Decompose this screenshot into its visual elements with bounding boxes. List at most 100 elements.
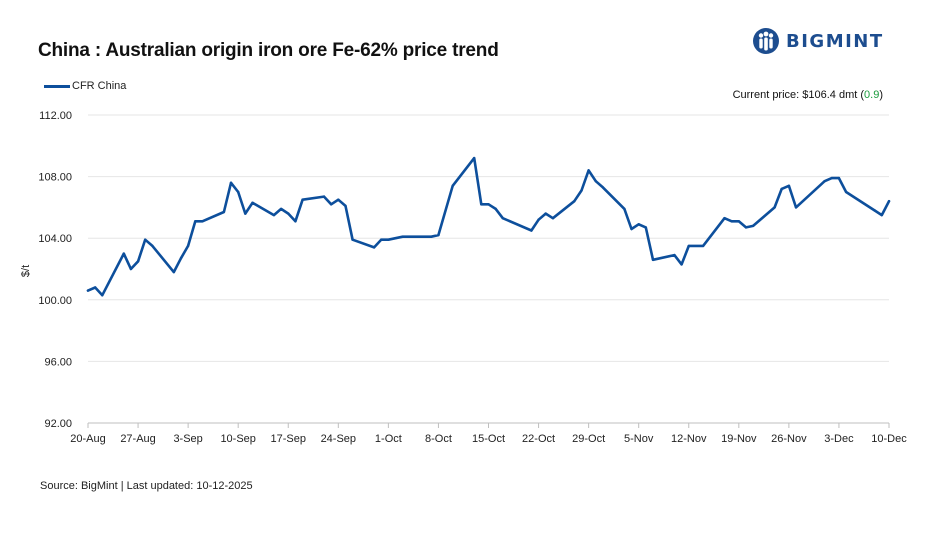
x-tick-label: 3-Dec <box>824 433 854 445</box>
data-point <box>129 267 133 271</box>
data-point <box>580 189 583 192</box>
data-point <box>473 156 476 160</box>
data-point <box>780 187 783 191</box>
data-point <box>222 210 226 214</box>
data-point <box>644 226 647 229</box>
data-point <box>880 213 883 217</box>
source-note: Source: BigMint | Last updated: 10-12-20… <box>40 480 253 492</box>
data-point <box>601 186 605 189</box>
data-point <box>594 180 597 183</box>
data-point <box>730 220 733 223</box>
data-point <box>773 206 776 209</box>
data-point <box>544 212 547 215</box>
data-point <box>294 220 297 223</box>
data-point <box>844 190 848 194</box>
x-tick-label: 12-Nov <box>671 433 707 445</box>
data-point <box>144 238 147 241</box>
logo-wordmark: BIGMINT <box>786 30 884 52</box>
data-point <box>737 220 740 223</box>
current-price-readout: Current price: $106.4 dmt (0.9) <box>733 89 883 101</box>
data-point <box>480 203 483 206</box>
data-point <box>680 263 683 266</box>
brand-logo: BIGMINT <box>752 26 884 56</box>
data-point <box>687 244 690 248</box>
x-tick-label: 1-Oct <box>375 433 402 445</box>
data-point <box>351 238 354 241</box>
data-point <box>651 258 655 261</box>
data-point <box>794 206 798 209</box>
data-point <box>330 203 333 206</box>
current-price-prefix: Current price: $106.4 dmt ( <box>732 89 865 101</box>
y-tick-label: 100.00 <box>38 295 72 307</box>
data-point <box>723 217 726 220</box>
data-point <box>244 212 247 215</box>
data-point <box>587 169 590 172</box>
y-tick-label: 112.00 <box>39 110 72 122</box>
data-point <box>573 200 576 203</box>
data-point <box>751 224 755 228</box>
x-tick-label: 20-Aug <box>70 433 105 445</box>
data-point <box>287 212 290 215</box>
data-point <box>101 294 104 297</box>
x-tick-label: 17-Sep <box>271 433 306 445</box>
data-point <box>623 207 626 211</box>
y-axis-ticks: 92.00 96.00 100.00 104.00 108.00 112.00 <box>38 110 72 430</box>
data-point <box>237 190 240 194</box>
data-point <box>172 270 175 274</box>
x-tick-label: 5-Nov <box>624 433 654 445</box>
data-point <box>394 237 397 240</box>
y-tick-label: 108.00 <box>38 172 72 184</box>
data-point <box>229 181 233 184</box>
data-point <box>630 227 633 231</box>
data-point <box>251 201 254 204</box>
y-axis-label: $/t <box>20 265 32 277</box>
data-point <box>372 246 376 249</box>
x-tick-label: 8-Oct <box>425 433 452 445</box>
data-point <box>487 203 490 206</box>
data-point <box>501 217 504 220</box>
x-tick-label: 15-Oct <box>472 433 505 445</box>
data-point <box>530 229 533 232</box>
data-point <box>194 220 197 223</box>
data-point <box>122 252 126 255</box>
y-tick-label: 104.00 <box>38 233 72 245</box>
data-point <box>701 244 705 248</box>
data-point <box>823 180 826 183</box>
chart-legend: CFR China <box>44 80 126 92</box>
x-tick-label: 27-Aug <box>120 433 155 445</box>
data-point <box>94 286 97 289</box>
data-point <box>86 289 90 292</box>
data-point <box>322 195 326 198</box>
data-point <box>201 220 204 223</box>
x-tick-label: 10-Dec <box>871 433 907 445</box>
data-point <box>179 257 183 260</box>
gridlines <box>88 114 889 362</box>
x-tick-label: 29-Oct <box>572 433 605 445</box>
data-point <box>787 184 791 187</box>
data-point <box>401 235 404 238</box>
legend-label: CFR China <box>72 80 127 92</box>
current-price-suffix: ) <box>879 89 883 101</box>
data-point <box>551 217 555 220</box>
data-point <box>301 198 304 201</box>
data-point <box>437 233 440 237</box>
y-tick-label: 92.00 <box>44 418 72 430</box>
data-point <box>451 184 454 187</box>
x-tick-label: 10-Sep <box>220 433 255 445</box>
y-tick-label: 96.00 <box>44 356 72 368</box>
series-line-cfr-china <box>86 156 891 297</box>
data-point <box>494 207 497 211</box>
x-tick-label: 22-Oct <box>522 433 555 445</box>
data-point <box>136 260 140 263</box>
data-point <box>637 223 640 226</box>
data-point <box>272 213 276 217</box>
x-tick-label: 3-Sep <box>173 433 202 445</box>
data-point <box>151 244 154 248</box>
x-tick-label: 19-Nov <box>721 433 757 445</box>
data-point <box>387 238 390 241</box>
data-point <box>873 209 876 212</box>
x-tick-label: 26-Nov <box>771 433 807 445</box>
data-point <box>744 226 748 229</box>
data-point <box>186 244 190 248</box>
